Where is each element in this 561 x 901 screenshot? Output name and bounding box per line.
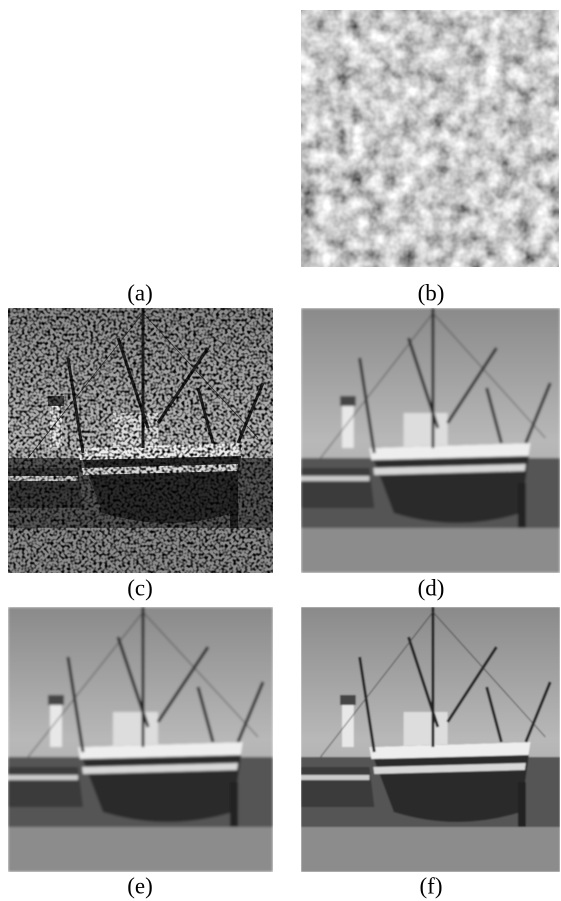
texture-image <box>301 10 559 267</box>
panel-d <box>301 308 560 573</box>
caption: (a) <box>127 280 153 305</box>
caption: (c) <box>127 575 153 600</box>
noise-overlay <box>8 308 273 573</box>
boat-image <box>301 308 560 573</box>
noise-image <box>8 10 273 275</box>
figure: (a) (b) (c) (d) (e) (f) <box>0 0 561 901</box>
panel-e <box>8 607 273 872</box>
caption: (e) <box>127 873 153 898</box>
caption: (d) <box>418 575 445 600</box>
boat-image <box>301 607 560 872</box>
boat-image <box>8 607 273 872</box>
panel-f <box>301 607 560 872</box>
panel-b <box>301 10 559 267</box>
caption: (f) <box>420 873 443 898</box>
caption: (b) <box>418 280 445 305</box>
panel-c <box>8 308 273 573</box>
panel-a <box>8 10 273 275</box>
